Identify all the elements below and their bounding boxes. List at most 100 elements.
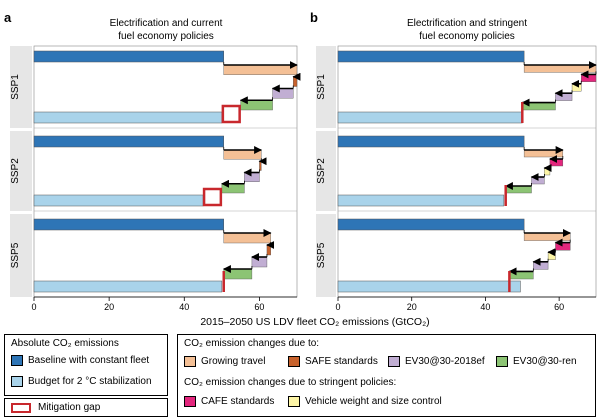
change-bar-evren <box>221 183 245 194</box>
change-bar-evren <box>522 102 556 111</box>
change-bar-travel <box>523 64 597 73</box>
legend-travel-label: Growing travel <box>201 356 266 367</box>
change-bar-ev2018 <box>244 172 260 182</box>
panel-letter-a: a <box>4 10 12 25</box>
row-label-ssp5: SSP5 <box>10 242 21 268</box>
baseline-bar <box>337 135 525 148</box>
x-tick-label: 40 <box>179 302 189 312</box>
change-bar-travel <box>223 64 298 75</box>
ev2018-swatch <box>388 356 400 367</box>
x-axis-label: 2015–2050 US LDV fleet CO₂ emissions (Gt… <box>200 316 429 328</box>
legend-changes-title: CO₂ emission changes due to: <box>184 338 320 349</box>
change-bar-ev2018 <box>272 88 294 99</box>
change-bar-travel <box>223 232 271 244</box>
legend-item-ev2018: EV30@30-2018ef <box>388 355 485 368</box>
evren-swatch <box>496 356 508 367</box>
change-bar-weight <box>547 251 556 260</box>
budget-bar <box>337 194 505 207</box>
x-tick-label: 20 <box>104 302 114 312</box>
budget-bar <box>33 280 223 293</box>
legend-item-budget: Budget for 2 °C stabilization <box>11 375 152 388</box>
legend-budget-label: Budget for 2 °C stabilization <box>28 376 152 387</box>
row-strip <box>316 46 336 128</box>
legend-item-evren: EV30@30-ren <box>496 355 577 368</box>
row-strip <box>316 131 336 211</box>
panel-title-line2: fuel economy policies <box>118 31 214 42</box>
legend-item-safe: SAFE standards <box>288 355 378 368</box>
budget-bar <box>337 280 521 293</box>
budget-bar <box>33 111 223 124</box>
plot-frame <box>337 45 597 298</box>
legend-safe-label: SAFE standards <box>305 356 378 367</box>
change-bar-weight <box>544 167 551 176</box>
change-bar-cafe <box>581 74 597 83</box>
legend-item-baseline: Baseline with constant fleet <box>11 354 149 367</box>
legend-item-travel: Growing travel <box>184 355 265 368</box>
legend-absolute: Absolute CO₂ emissions Baseline with con… <box>4 334 168 396</box>
x-tick-label: 60 <box>254 302 264 312</box>
legend-gap-label: Mitigation gap <box>38 402 101 413</box>
row-label-ssp1: SSP1 <box>316 74 327 100</box>
change-bar-ev2018 <box>555 92 573 101</box>
budget-swatch <box>11 376 23 387</box>
budget-bar <box>33 194 204 207</box>
legend-weight-label: Vehicle weight and size control <box>305 396 442 407</box>
legend-ev2018-label: EV30@30-2018ef <box>405 356 485 367</box>
change-bar-evren <box>240 100 273 111</box>
legend-item-weight: Vehicle weight and size control <box>288 395 442 408</box>
panel-title-line1: Electrification and current <box>110 18 223 29</box>
row-strip <box>10 131 32 211</box>
row-label-ssp1: SSP1 <box>10 74 21 100</box>
travel-swatch <box>184 356 196 367</box>
change-bar-safe <box>293 76 298 87</box>
panel-title-line2: fuel economy policies <box>419 31 515 42</box>
x-tick-label: 20 <box>407 302 417 312</box>
change-bar-travel <box>523 149 564 158</box>
mitigation-gap <box>221 104 241 124</box>
change-bar-safe <box>266 244 271 256</box>
legend-item-cafe: CAFE standards <box>184 395 274 408</box>
baseline-bar <box>337 50 525 63</box>
row-label-ssp2: SSP2 <box>10 158 21 184</box>
panel-letter-b: b <box>310 10 318 25</box>
x-tick-label: 0 <box>335 302 340 312</box>
baseline-bar <box>33 218 224 231</box>
change-bar-cafe <box>549 158 564 167</box>
legend-baseline-label: Baseline with constant fleet <box>28 355 150 366</box>
legend-changes: CO₂ emission changes due to: Growing tra… <box>177 334 596 417</box>
panel-title-line1: Electrification and stringent <box>407 18 527 29</box>
gap-swatch <box>11 402 31 413</box>
row-strip <box>10 46 32 128</box>
change-bar-travel <box>223 149 262 160</box>
legend-cafe-label: CAFE standards <box>201 396 275 407</box>
weight-swatch <box>288 396 300 407</box>
change-bar-safe <box>259 161 262 171</box>
mitigation-gap <box>202 187 223 207</box>
change-bar-cafe <box>555 242 571 251</box>
change-bar-ev2018 <box>531 176 545 185</box>
row-strip <box>10 214 32 297</box>
cafe-swatch <box>184 396 196 407</box>
change-bar-ev2018 <box>533 261 549 270</box>
legend-gap: Mitigation gap <box>4 398 168 417</box>
baseline-swatch <box>11 355 23 366</box>
legend-absolute-title: Absolute CO₂ emissions <box>11 338 119 349</box>
change-bar-travel <box>523 232 571 241</box>
baseline-bar <box>337 218 525 231</box>
row-label-ssp2: SSP2 <box>316 158 327 184</box>
legend-evren-label: EV30@30-ren <box>513 356 577 367</box>
change-bar-weight <box>571 83 582 92</box>
x-tick-label: 60 <box>554 302 564 312</box>
row-label-ssp5: SSP5 <box>316 242 327 268</box>
legend-item-gap: Mitigation gap <box>11 401 100 414</box>
change-bar-evren <box>223 268 253 280</box>
row-strip <box>316 214 336 297</box>
baseline-bar <box>33 135 224 148</box>
safe-swatch <box>288 356 300 367</box>
legend-stringent-title: CO₂ emission changes due to stringent po… <box>184 377 397 388</box>
budget-bar <box>337 111 523 124</box>
change-bar-evren <box>509 271 534 280</box>
x-tick-label: 0 <box>31 302 36 312</box>
baseline-bar <box>33 50 224 63</box>
